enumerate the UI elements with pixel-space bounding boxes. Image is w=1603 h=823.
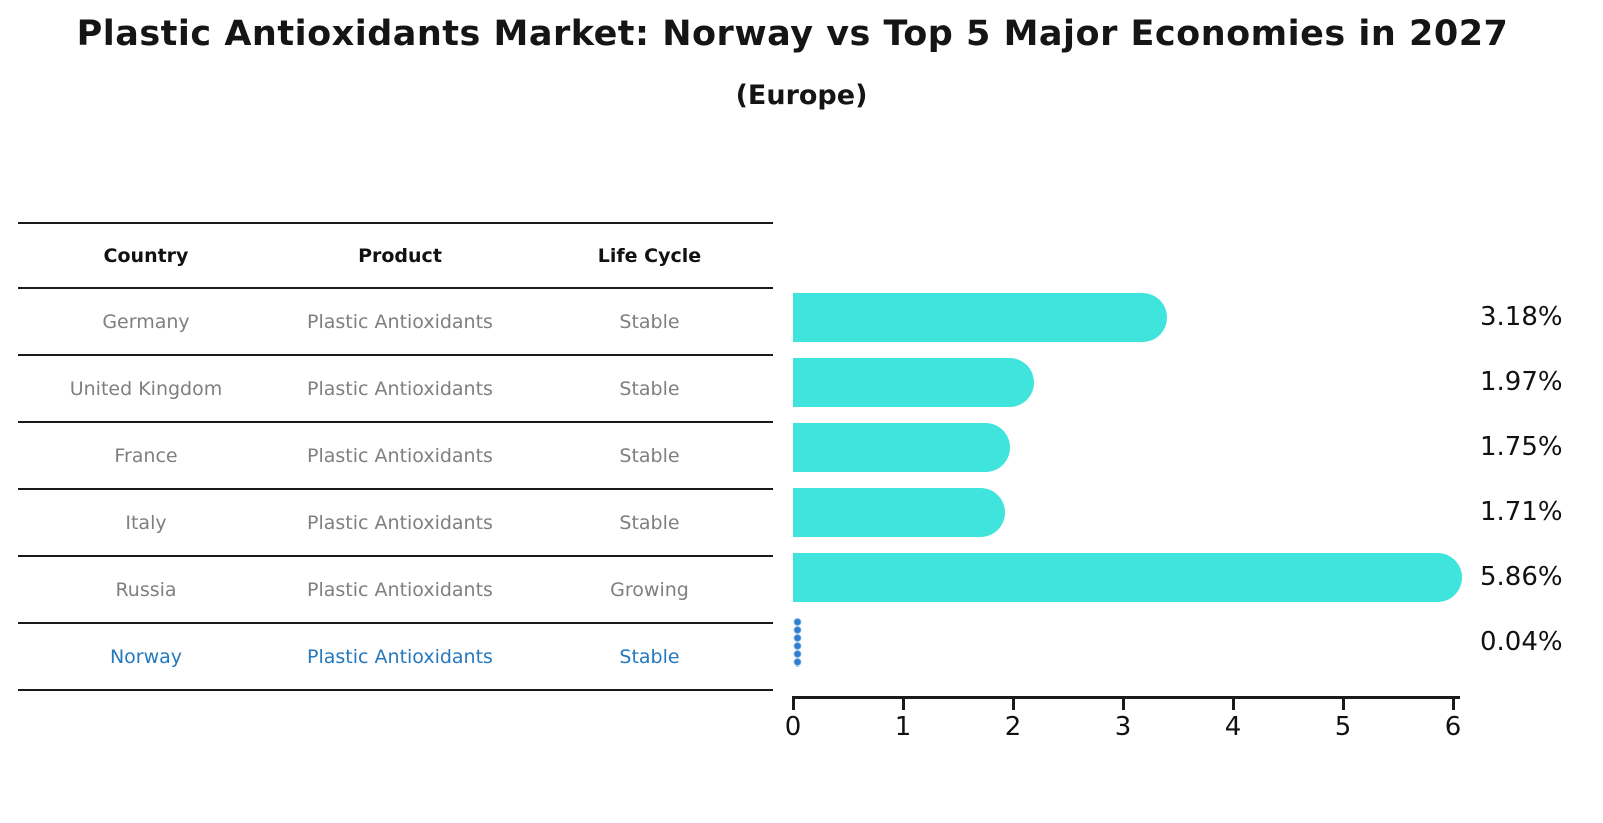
product-cell: Plastic Antioxidants [307,377,493,400]
value-label: 5.86% [1480,561,1563,592]
x-axis-tick-label: 2 [1004,712,1022,742]
product-cell: Plastic Antioxidants [307,310,493,333]
chart-subtitle: (Europe) [735,80,868,111]
x-axis-tick [1451,698,1455,710]
country-cell: France [114,444,178,467]
value-label: 1.75% [1480,431,1563,462]
value-label: 0.04% [1480,626,1563,657]
table-row: Russia Plastic Antioxidants Growing [18,557,773,624]
bar-france [793,423,1010,472]
bar-germany [793,293,1167,342]
table-row: Germany Plastic Antioxidants Stable [18,289,773,356]
value-label: 1.97% [1480,366,1563,397]
product-cell: Plastic Antioxidants [307,578,493,601]
table-header-product: Product [358,244,442,267]
table-row: France Plastic Antioxidants Stable [18,423,773,490]
x-axis-tick-label: 3 [1114,712,1132,742]
bar-italy [793,488,1006,537]
country-cell: Russia [115,578,177,601]
x-axis-tick [1231,698,1235,710]
x-axis-tick [1011,698,1015,710]
table-row: United Kingdom Plastic Antioxidants Stable [18,356,773,423]
bar-russia [793,553,1462,602]
table-header-row: Country Product Life Cycle [18,222,773,289]
product-cell: Plastic Antioxidants [307,444,493,467]
x-axis-tick-label: 4 [1224,712,1242,742]
x-axis-tick-label: 0 [784,712,802,742]
x-axis-tick [791,698,795,710]
life-cycle-cell: Stable [619,444,680,467]
value-label: 3.18% [1480,301,1563,332]
table-row: Italy Plastic Antioxidants Stable [18,490,773,557]
chart-title: Plastic Antioxidants Market: Norway vs T… [76,14,1509,54]
product-cell: Plastic Antioxidants [307,511,493,534]
table-body: Germany Plastic Antioxidants Stable United … [18,289,773,691]
table-header-country: Country [103,244,189,267]
x-axis-tick-label: 1 [894,712,912,742]
table-row: Norway Plastic Antioxidants Stable [18,624,773,691]
country-cell: Norway [109,645,183,668]
x-axis-tick-label: 6 [1444,712,1462,742]
life-cycle-cell: Stable [619,645,680,668]
life-cycle-cell: Stable [619,377,680,400]
x-axis-tick [901,698,905,710]
bar-united-kingdom [793,358,1034,407]
table-header-life-cycle: Life Cycle [597,244,702,267]
x-axis-tick [1121,698,1125,710]
x-axis-line [792,696,1460,699]
country-table: Country Product Life Cycle Germany Plasti… [18,222,773,691]
country-cell: United Kingdom [69,377,223,400]
bar-norway [793,618,802,667]
x-axis-tick [1341,698,1345,710]
life-cycle-cell: Growing [610,578,689,601]
life-cycle-cell: Stable [619,511,680,534]
value-label: 1.71% [1480,496,1563,527]
product-cell: Plastic Antioxidants [307,645,493,668]
life-cycle-cell: Stable [619,310,680,333]
country-cell: Germany [102,310,190,333]
country-cell: Italy [125,511,167,534]
x-axis-tick-label: 5 [1334,712,1352,742]
